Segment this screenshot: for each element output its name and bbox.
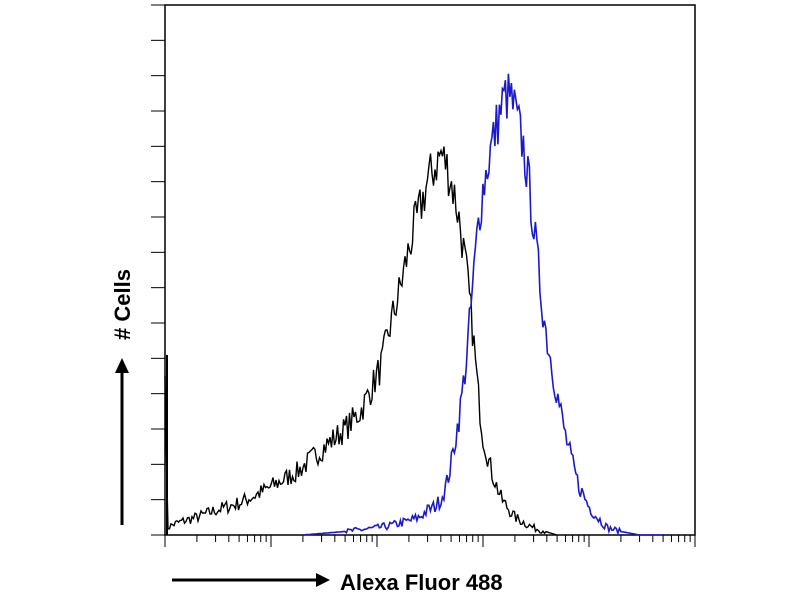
plot-frame — [164, 4, 696, 536]
series-0-line — [164, 146, 557, 536]
x-axis-label: Alexa Fluor 488 — [340, 570, 503, 595]
y-axis-arrowhead — [115, 358, 129, 373]
x-axis-arrowhead — [316, 573, 330, 587]
x-tick-marks — [164, 535, 696, 547]
y-tick-marks — [151, 4, 165, 536]
series-1-line — [302, 73, 663, 536]
y-axis-label: # Cells — [110, 269, 135, 340]
